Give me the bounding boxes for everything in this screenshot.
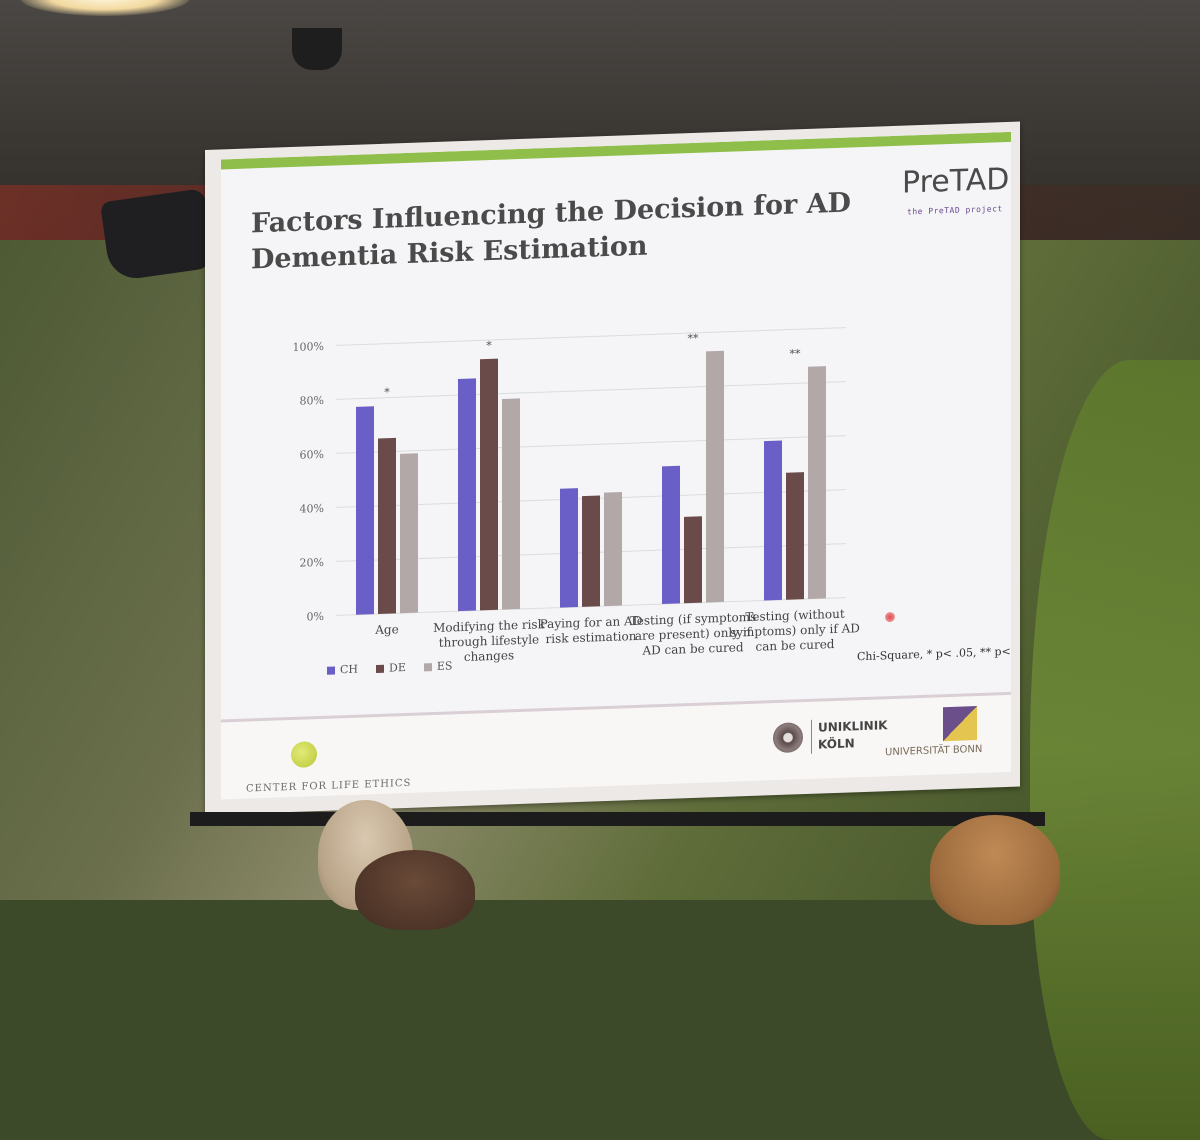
x-category-label: risk estimation: [546, 629, 637, 646]
universitaet-bonn-logo: [943, 706, 977, 742]
gridline: [336, 381, 846, 400]
y-tick-label: 20%: [300, 556, 324, 570]
legend-item-es: ES: [423, 659, 453, 673]
y-tick-label: 40%: [300, 502, 324, 516]
uniklinik-koeln-text: UNIKLINIK KÖLN: [811, 717, 888, 754]
uniklinik-seal-icon: [773, 722, 803, 754]
legend-label: CH: [340, 662, 359, 677]
bar-de: [684, 516, 702, 604]
x-category-label: Paying for an AD: [540, 614, 643, 632]
significance-marker: *: [486, 339, 492, 352]
x-category-label: symptoms) only if AD: [730, 621, 860, 640]
universitaet-bonn-text: UNIVERSITÄT BONN: [885, 743, 983, 759]
significance-marker: *: [384, 386, 390, 399]
audience-head-right: [930, 815, 1060, 925]
x-category-label: Age: [374, 622, 398, 637]
security-camera: [292, 28, 342, 70]
bar-de: [582, 495, 600, 607]
significance-marker: **: [688, 332, 699, 345]
ceiling-light: [20, 0, 190, 16]
significance-marker: **: [790, 347, 801, 360]
bar-de: [378, 437, 396, 614]
wall-decoration: [1030, 360, 1200, 1140]
projection-screen: Factors Influencing the Decision for AD …: [205, 121, 1020, 816]
bar-es: [604, 492, 622, 607]
bar-ch: [356, 406, 374, 615]
gridline: [336, 435, 846, 454]
ceiling-speaker: [99, 188, 216, 282]
legend-swatch: [327, 665, 335, 675]
y-tick-label: 0%: [307, 610, 324, 624]
bar-es: [706, 350, 724, 603]
presentation-slide: Factors Influencing the Decision for AD …: [221, 131, 1011, 800]
bar-es: [502, 398, 520, 610]
audience-head-middle: [355, 850, 475, 930]
bar-ch: [662, 465, 680, 605]
y-tick-label: 100%: [293, 340, 324, 354]
legend-label: ES: [436, 659, 453, 673]
legend-item-ch: CH: [327, 663, 358, 677]
uniklinik-line2: KÖLN: [818, 736, 855, 752]
legend-swatch: [423, 662, 432, 671]
x-category-label: through lifestyle: [439, 632, 539, 650]
legend-label: DE: [389, 660, 406, 675]
x-category-label: Testing (if symptoms: [630, 610, 757, 628]
screen-housing-bar: [190, 812, 1045, 826]
bar-ch: [458, 378, 476, 612]
y-tick-label: 80%: [300, 394, 324, 408]
y-tick-label: 60%: [300, 448, 324, 462]
pretad-logo: PreTAD the PreTAD project: [897, 144, 1010, 228]
center-for-life-ethics-logo: [291, 741, 317, 768]
legend-item-de: DE: [376, 661, 406, 675]
bar-de: [786, 472, 804, 600]
bar-chart: 0% 20% 40% 60% 80% 100% * Age * Modifying the ris…: [293, 327, 860, 664]
x-category-label: changes: [464, 648, 514, 664]
x-category-label: Modifying the risk: [433, 617, 545, 635]
center-for-life-ethics-text: CENTER FOR LIFE ETHICS: [246, 777, 412, 795]
x-category-label: are present) only if: [635, 625, 753, 643]
slide-title: Factors Influencing the Decision for AD …: [251, 187, 851, 276]
x-category-label: Testing (without: [745, 607, 844, 624]
bar-es: [808, 366, 826, 599]
gridline: [336, 327, 846, 346]
bar-ch: [764, 440, 782, 601]
x-category-label: can be cured: [756, 637, 835, 654]
legend-swatch: [376, 664, 385, 673]
pretad-brand-text: PreTAD: [902, 161, 1010, 201]
bar-ch: [560, 488, 578, 608]
uniklinik-line1: UNIKLINIK: [818, 718, 888, 735]
pretad-tagline: the PreTAD project: [907, 204, 1003, 217]
x-category-label: AD can be cured: [641, 640, 743, 658]
bar-es: [400, 453, 418, 614]
bar-de: [480, 358, 498, 611]
